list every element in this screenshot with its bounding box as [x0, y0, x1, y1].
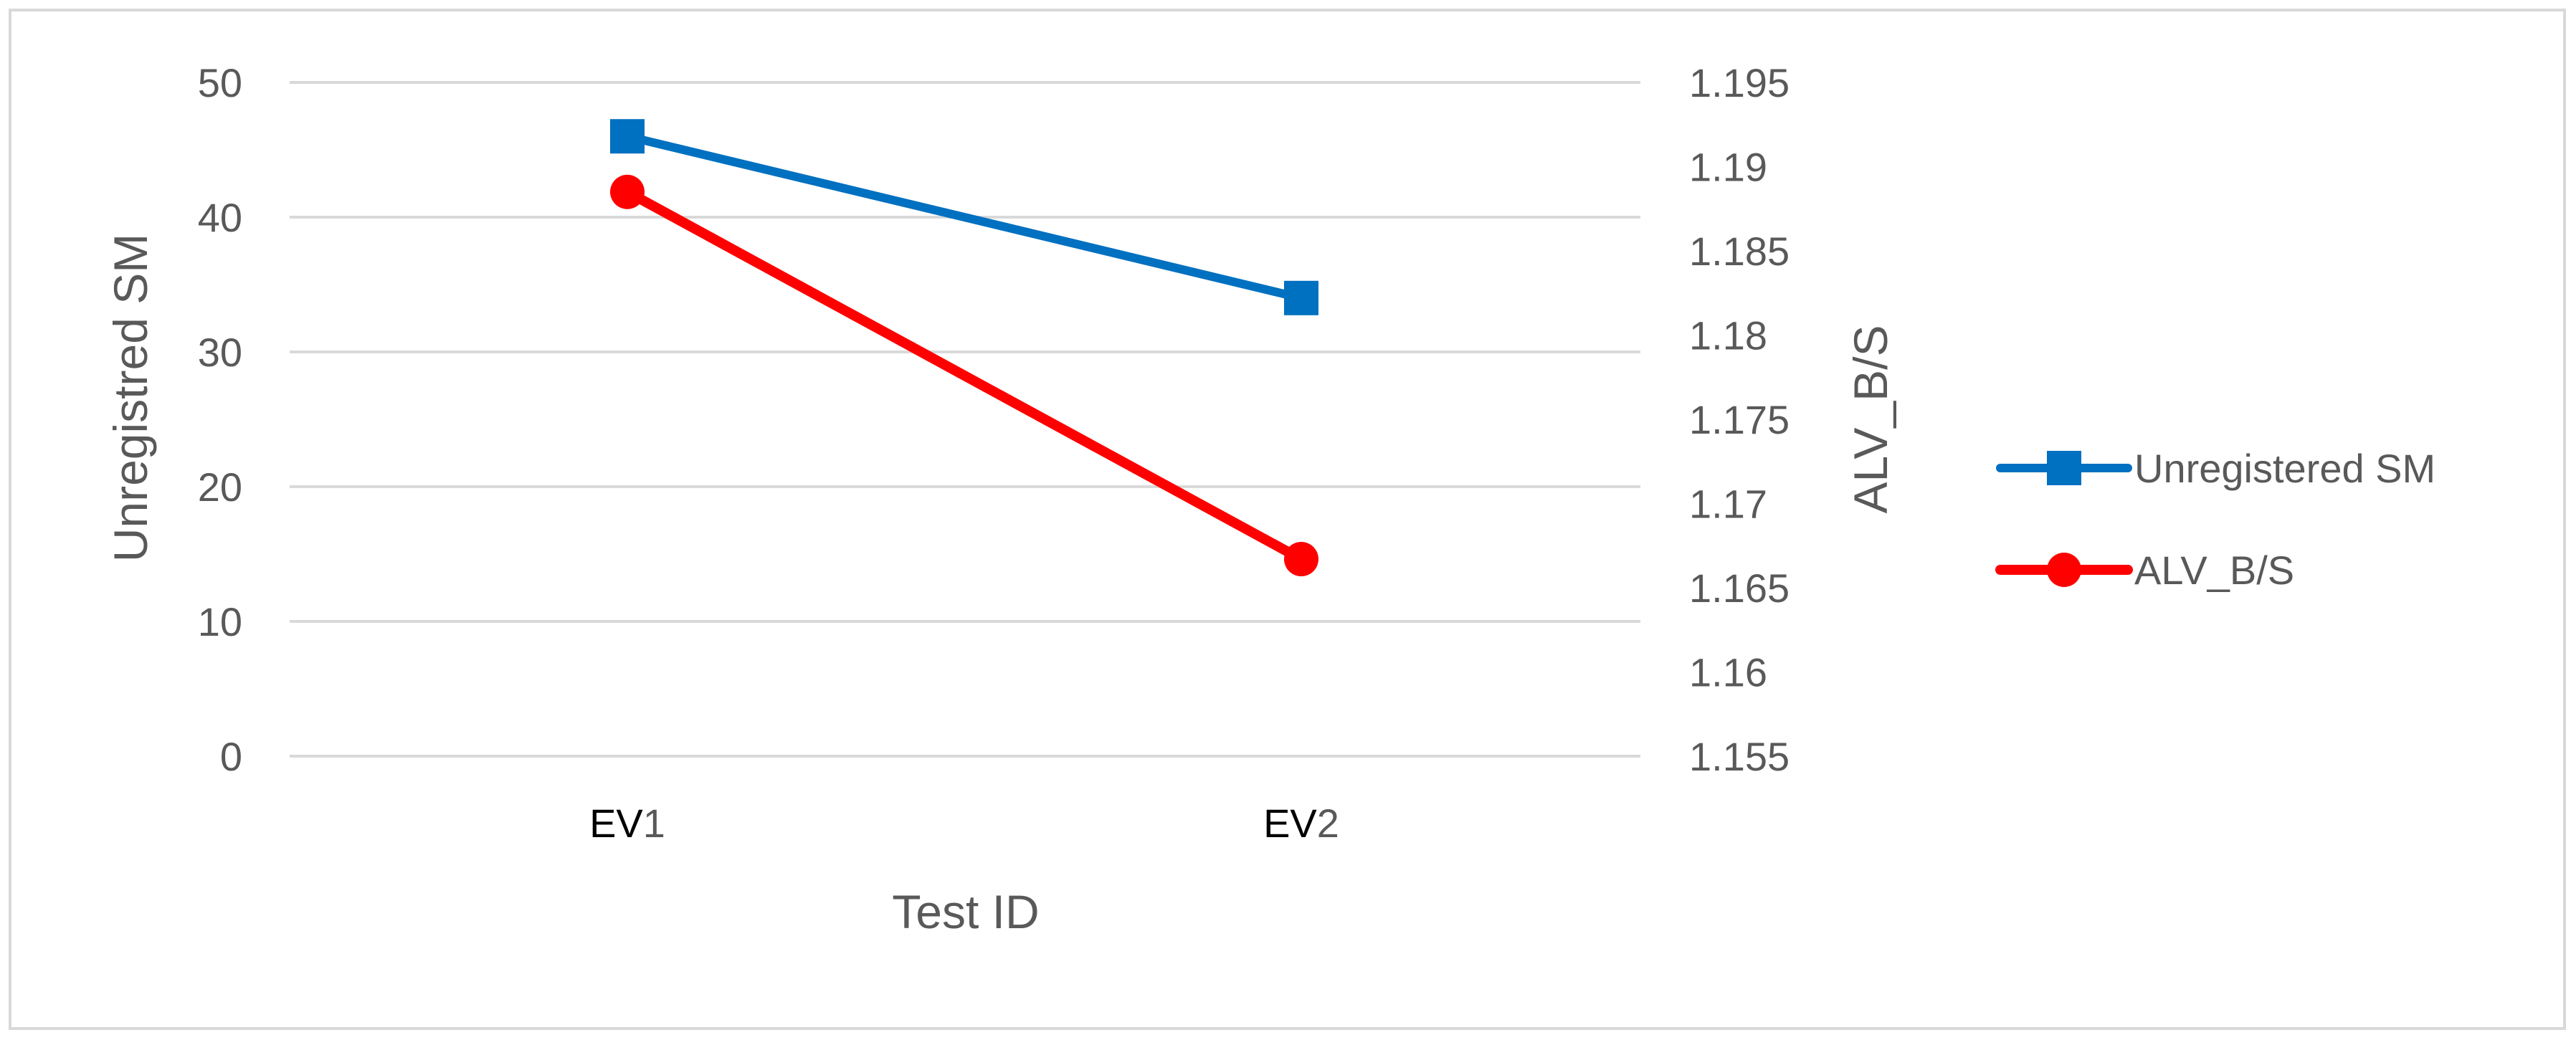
- series-line: [623, 132, 1306, 302]
- gridlines: [290, 81, 1640, 758]
- legend-marker-circle: [2047, 553, 2081, 587]
- right-tick-label: 1.165: [1689, 566, 1790, 611]
- data-point-square: [1284, 280, 1318, 315]
- right-axis-ticks: 1.155 1.16 1.165 1.17 1.175 1.18 1.185 1.19 1.19…: [1689, 60, 1790, 779]
- legend-label: ALV_B/S: [2134, 548, 2294, 593]
- left-tick-label: 30: [198, 330, 242, 375]
- x-tick-label-suffix: 2: [1317, 801, 1339, 846]
- left-tick-label: 20: [198, 464, 242, 510]
- left-tick-label: 0: [220, 734, 242, 779]
- legend-label: Unregistered SM: [2134, 446, 2435, 491]
- left-tick-label: 50: [198, 60, 242, 105]
- right-axis-title: ALV_B/S: [1844, 325, 1897, 514]
- data-point-circle: [610, 174, 645, 209]
- x-tick-label-prefix: EV: [589, 801, 643, 846]
- legend: Unregistered SM ALV_B/S: [1995, 446, 2435, 593]
- x-tick-label-prefix: EV: [1263, 801, 1317, 846]
- chart-frame: [9, 9, 2566, 1030]
- right-tick-label: 1.195: [1689, 60, 1790, 105]
- x-tick-label: EV1: [589, 801, 665, 846]
- left-axis-ticks: 0 10 20 30 40 50: [198, 60, 242, 779]
- right-tick-label: 1.16: [1689, 650, 1767, 695]
- series-layer: [610, 119, 1318, 577]
- left-tick-label: 10: [198, 599, 242, 644]
- x-axis-ticks: EV1 EV2: [589, 801, 1339, 846]
- right-tick-label: 1.19: [1689, 145, 1767, 190]
- left-tick-label: 40: [198, 195, 242, 240]
- x-tick-label: EV2: [1263, 801, 1339, 846]
- legend-marker-square: [2047, 451, 2081, 485]
- right-tick-label: 1.175: [1689, 397, 1790, 442]
- data-point-square: [610, 119, 645, 154]
- right-tick-label: 1.185: [1689, 229, 1790, 274]
- data-point-circle: [1284, 542, 1318, 577]
- x-axis-title: Test ID: [892, 885, 1039, 938]
- legend-item: ALV_B/S: [1995, 548, 2294, 593]
- left-axis-title: Unregistred SM: [104, 234, 157, 563]
- right-tick-label: 1.18: [1689, 313, 1767, 358]
- right-tick-label: 1.155: [1689, 734, 1790, 779]
- series-line: [622, 186, 1306, 565]
- right-tick-label: 1.17: [1689, 482, 1767, 527]
- legend-item: Unregistered SM: [1996, 446, 2435, 491]
- x-tick-label-suffix: 1: [643, 801, 665, 846]
